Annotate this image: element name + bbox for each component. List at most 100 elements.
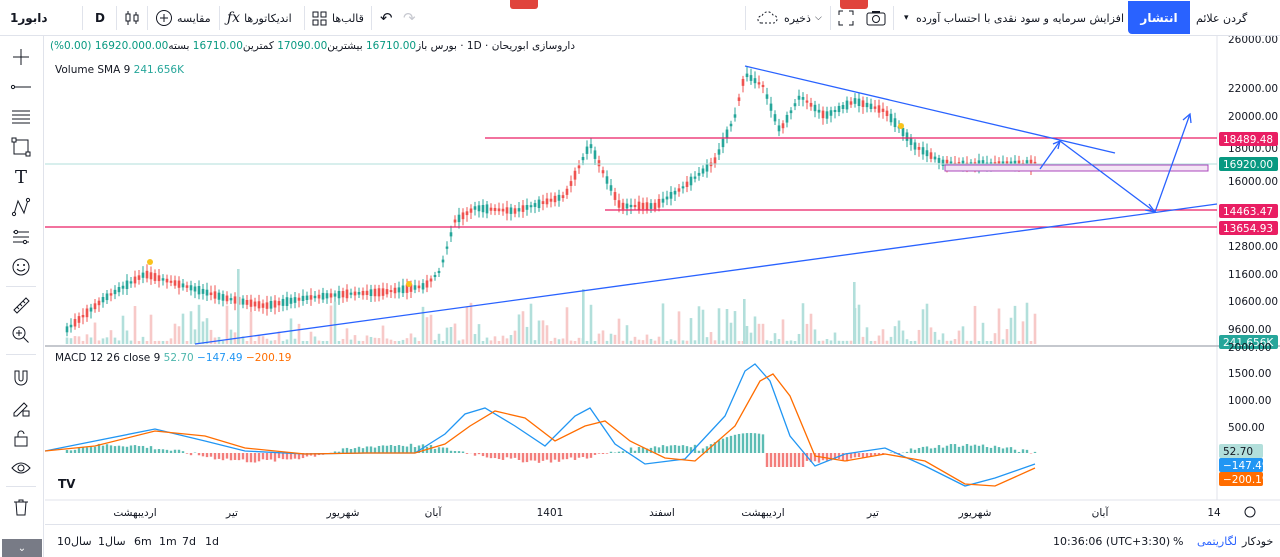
arrow-head (1144, 203, 1157, 213)
range-10y[interactable]: 10سال (57, 534, 92, 548)
icon-tool[interactable] (8, 254, 34, 280)
candle-body (381, 288, 385, 296)
fullscreen-button[interactable] (838, 0, 854, 36)
candle-body (849, 101, 853, 105)
candle-body (229, 298, 233, 301)
legend-exchange: بورس (430, 40, 457, 52)
idea-title-dropdown[interactable]: افزایش سرمایه و سود نقدی با احتساب آورده (904, 0, 1124, 36)
shape-tool[interactable] (8, 134, 34, 160)
candle-body (621, 202, 625, 210)
stay-drawing-tool[interactable] (8, 395, 34, 421)
macd-label-bg (1219, 458, 1263, 472)
volume-bar (477, 324, 481, 344)
auto-toggle[interactable]: خودکار (1242, 534, 1274, 548)
macd-hist-bar (81, 446, 85, 453)
macd-hist-bar (493, 453, 497, 459)
macd-hist-bar (513, 453, 517, 458)
text-tool[interactable]: T (8, 164, 34, 190)
macd-hist-bar (925, 446, 929, 453)
magnet-tool[interactable] (8, 365, 34, 391)
trend-line-tool[interactable] (8, 74, 34, 100)
volume-bar (957, 330, 961, 344)
volume-bar (385, 338, 389, 344)
volume-bar (529, 303, 533, 344)
crosshair-tool[interactable] (8, 44, 34, 70)
volume-bar (541, 320, 545, 344)
save-layout-button[interactable]: ذخیره (756, 0, 811, 36)
volume-bar (533, 340, 537, 344)
redo-button[interactable]: ↷ (403, 0, 416, 36)
candle-body (853, 98, 857, 104)
save-dropdown[interactable]: ⌵ (815, 0, 822, 36)
macd-hist-bar (649, 447, 653, 453)
undo-button[interactable]: ↶ (380, 0, 393, 36)
macd-hist-bar (957, 446, 961, 453)
crosshair-icon (13, 49, 29, 65)
volume-bar (513, 330, 517, 344)
zoom-tool[interactable] (8, 322, 34, 348)
prediction-tool[interactable] (8, 224, 34, 250)
candle-body (917, 146, 921, 150)
measure-tool[interactable] (8, 292, 34, 318)
legend-name: داروسازی ابوریحان (491, 40, 575, 52)
dividend-marker (406, 281, 412, 287)
compare-button[interactable]: مقایسه (155, 0, 211, 36)
volume-bar (557, 339, 561, 344)
volume-bar (769, 340, 773, 344)
interval-button[interactable]: D (95, 11, 105, 25)
macd-hist-bar (801, 453, 805, 467)
range-1d[interactable]: 1d (205, 534, 219, 548)
volume-bar (733, 311, 737, 344)
candle-body (557, 194, 561, 201)
fib-tool[interactable] (8, 104, 34, 130)
chart-type-button[interactable] (124, 0, 140, 36)
range-1y[interactable]: 1سال (98, 534, 126, 548)
candle-body (449, 232, 453, 237)
candle-body (369, 289, 373, 297)
candle-body (253, 301, 257, 307)
alerts-button[interactable]: گردن علائم (1196, 11, 1248, 25)
candle-body (313, 295, 317, 299)
volume-bar (201, 321, 205, 344)
collapse-toolbar-button[interactable]: ⌄ (2, 539, 42, 557)
macd-hist-bar (1005, 447, 1009, 453)
pattern-tool[interactable] (8, 194, 34, 220)
percent-toggle[interactable]: % (1173, 534, 1184, 548)
macd-hist-bar (725, 437, 729, 453)
divider (6, 354, 36, 355)
range-1m[interactable]: 1m (159, 534, 177, 548)
lock-drawings-tool[interactable] (8, 425, 34, 451)
candle-body (637, 201, 641, 211)
chart-area[interactable]: 26000.00 22000.00 20000.00 18000.00 16000.00… (44, 34, 1280, 524)
promo-badge (510, 0, 538, 9)
snapshot-button[interactable] (866, 0, 886, 36)
hide-drawings-tool[interactable] (8, 455, 34, 481)
volume-bar (373, 337, 377, 344)
save-label: ذخیره (784, 11, 811, 25)
volume-bar (509, 335, 513, 344)
macd-hist-bar (629, 447, 633, 453)
volume-bar (709, 332, 713, 344)
macd-hist-bar (905, 451, 909, 453)
log-toggle[interactable]: لگاریتمی (1197, 534, 1237, 548)
volume-bar (797, 333, 801, 344)
remove-drawings-tool[interactable] (8, 494, 34, 520)
chart-canvas[interactable]: 26000.0022000.0020000.0018000.0016000.00… (44, 34, 1280, 524)
macd-hist-bar (457, 451, 461, 453)
range-6m[interactable]: 6m (134, 534, 152, 548)
range-7d[interactable]: 7d (182, 534, 196, 548)
chevron-down-icon: ▾ (904, 13, 909, 23)
templates-button[interactable]: قالب‌ها (312, 0, 364, 36)
macd-hist-bar (845, 453, 849, 462)
macd-hist-bar (525, 453, 529, 463)
macd-hist-bar (941, 447, 945, 453)
publish-button[interactable]: انتشار (1128, 1, 1190, 34)
indicators-button[interactable]: ƒx اندیکاتورها (227, 0, 292, 36)
volume-bar (425, 317, 429, 344)
candle-body (509, 207, 513, 214)
macd-hist-bar (761, 434, 765, 453)
volume-bar (389, 339, 393, 344)
macd-hist-bar (273, 453, 277, 462)
macd-hist-bar (641, 447, 645, 453)
symbol-search[interactable]: دابور1 (10, 11, 48, 25)
